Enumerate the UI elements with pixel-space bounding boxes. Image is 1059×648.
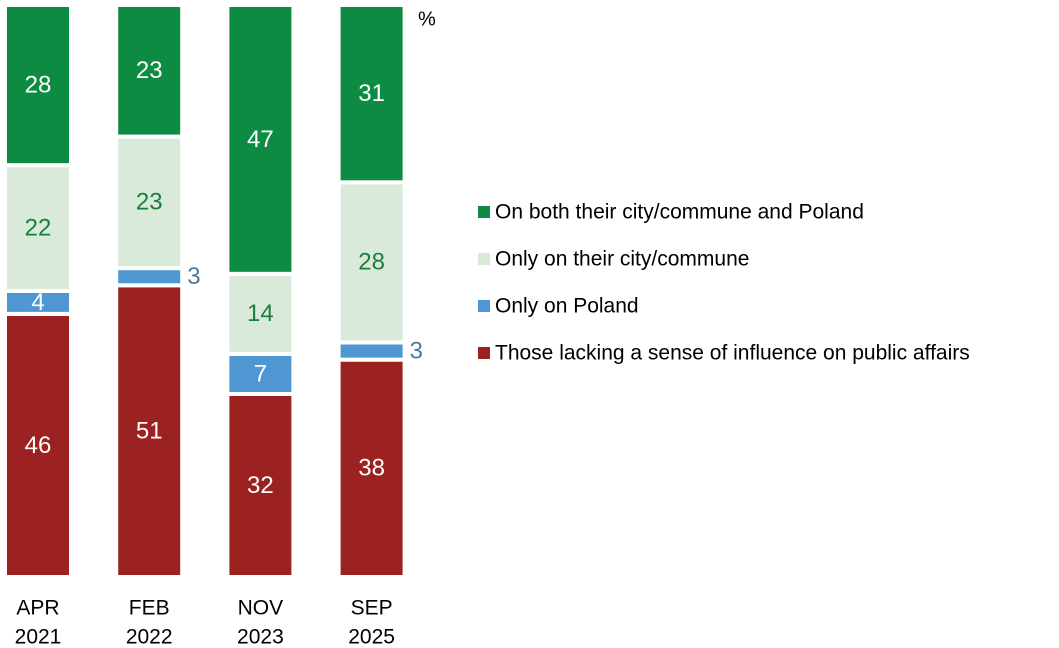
x-tick-label: 2023 — [237, 626, 284, 648]
x-tick-label: 2022 — [126, 626, 173, 648]
value-label: 23 — [136, 189, 163, 216]
bar-segment — [3, 3, 73, 168]
value-label: 23 — [136, 57, 163, 84]
legend-swatch — [478, 347, 490, 359]
legend-label: Those lacking a sense of influence on pu… — [495, 342, 970, 365]
value-label: 51 — [136, 417, 163, 444]
value-label: 7 — [254, 360, 267, 387]
value-label: 14 — [247, 300, 274, 327]
value-label: 4 — [31, 289, 44, 316]
x-tick-label: 2021 — [15, 626, 62, 648]
bar-segment — [225, 391, 296, 579]
bar-segment — [336, 357, 407, 580]
unit-label: % — [418, 8, 436, 30]
x-tick-label: SEP — [351, 597, 393, 620]
bar-segment — [336, 3, 407, 185]
legend-swatch — [478, 253, 490, 265]
legend-label: Only on Poland — [495, 295, 639, 318]
x-tick-label: APR — [16, 597, 59, 620]
bar-segment — [3, 311, 73, 579]
value-label: 47 — [247, 126, 274, 153]
bar-segment — [225, 3, 296, 276]
bar-segment — [336, 340, 407, 362]
x-tick-label: FEB — [129, 597, 170, 620]
value-label: 22 — [25, 214, 52, 241]
value-label: 38 — [358, 455, 385, 482]
bar-segment — [114, 266, 185, 288]
bar-segment — [114, 3, 185, 139]
value-label: 46 — [25, 432, 52, 459]
legend-label: Only on their city/commune — [495, 248, 749, 271]
value-label: 3 — [410, 337, 423, 364]
bar-segment — [114, 134, 185, 271]
x-tick-label: NOV — [238, 597, 284, 620]
value-label: 3 — [187, 263, 200, 290]
legend-swatch — [478, 206, 490, 218]
value-label: 32 — [247, 472, 274, 499]
x-tick-label: 2025 — [348, 626, 395, 648]
value-label: 28 — [358, 249, 385, 276]
bar-segment — [225, 271, 296, 356]
legend-label: On both their city/commune and Poland — [495, 201, 864, 224]
value-label: 31 — [358, 80, 385, 107]
value-label: 28 — [25, 71, 52, 98]
legend-swatch — [478, 300, 490, 312]
